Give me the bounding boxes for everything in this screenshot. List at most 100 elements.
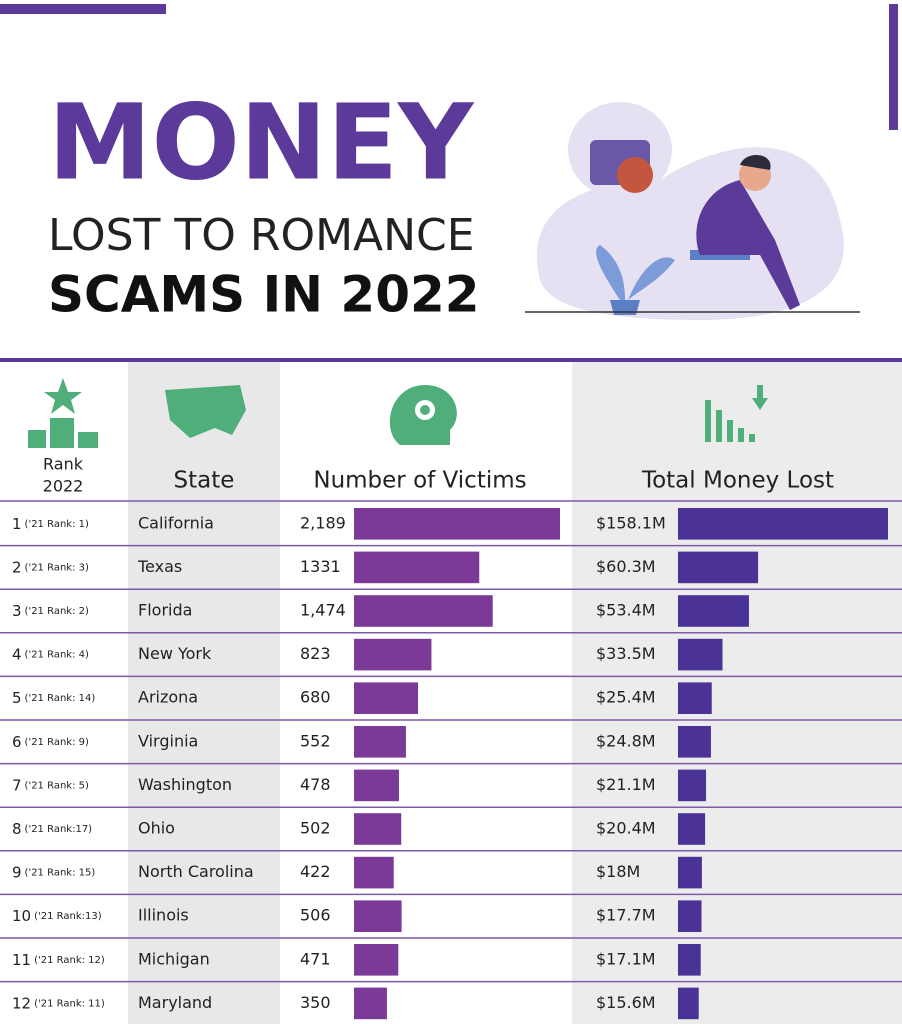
rank: 10 ('21 Rank:13) [12, 907, 102, 925]
previous-rank: ('21 Rank: 2) [25, 606, 89, 617]
previous-rank: ('21 Rank: 1) [25, 519, 89, 530]
money-column-bg [572, 362, 902, 1024]
header-victims: Number of Victims [313, 468, 526, 494]
money-bar [678, 638, 723, 671]
money-bar [678, 508, 888, 540]
money-label: $158.1M [596, 513, 666, 532]
previous-rank: ('21 Rank: 3) [25, 562, 89, 573]
rank-number: 1 [12, 514, 22, 532]
victims-label: 422 [300, 862, 331, 881]
state: Maryland [138, 993, 212, 1012]
money-label: $17.1M [596, 949, 656, 968]
victims-bar [354, 508, 560, 540]
title-big: MONEY [48, 81, 475, 203]
previous-rank: ('21 Rank: 15) [25, 868, 96, 879]
victims-bar [354, 595, 493, 627]
victims-label: 471 [300, 949, 331, 968]
rank: 7 ('21 Rank: 5) [12, 776, 89, 794]
victims-label: 478 [300, 775, 331, 794]
rank-number: 2 [12, 558, 22, 576]
money-bar [678, 595, 749, 627]
victims-label: 1331 [300, 557, 341, 576]
money-label: $15.6M [596, 993, 656, 1012]
rank: 5 ('21 Rank: 14) [12, 689, 95, 707]
previous-rank: ('21 Rank: 11) [34, 998, 105, 1009]
victims-bar [354, 944, 399, 976]
header-icons [28, 378, 768, 448]
previous-rank: ('21 Rank: 4) [25, 650, 89, 661]
rank: 12 ('21 Rank: 11) [12, 994, 105, 1012]
victims-label: 502 [300, 819, 331, 838]
rank: 11 ('21 Rank: 12) [12, 950, 105, 968]
victims-label: 350 [300, 993, 331, 1012]
header-money: Total Money Lost [641, 468, 834, 494]
state-column-bg [128, 362, 280, 1024]
money-bar [678, 900, 702, 932]
title-line2: SCAMS IN 2022 [48, 266, 480, 324]
rank: 2 ('21 Rank: 3) [12, 558, 89, 576]
state: Arizona [138, 688, 198, 707]
money-label: $17.7M [596, 906, 656, 925]
header-rule [0, 358, 902, 362]
state: Ohio [138, 819, 175, 838]
money-label: $60.3M [596, 557, 656, 576]
money-bar [678, 682, 712, 714]
victims-bar [354, 856, 394, 889]
top-bar [0, 4, 166, 14]
rank-number: 8 [12, 820, 22, 838]
rank-number: 10 [12, 907, 31, 925]
victims-bar [354, 551, 480, 584]
victims-bar [354, 987, 387, 1020]
money-label: $20.4M [596, 819, 656, 838]
previous-rank: ('21 Rank: 14) [25, 693, 96, 704]
state: New York [138, 644, 212, 663]
money-bar [678, 944, 701, 976]
victims-label: 506 [300, 906, 331, 925]
money-label: $24.8M [596, 731, 656, 750]
state: North Carolina [138, 862, 254, 881]
rank-number: 5 [12, 689, 22, 707]
money-bar [678, 551, 759, 584]
previous-rank: ('21 Rank:17) [25, 824, 93, 835]
money-label: $53.4M [596, 601, 656, 620]
previous-rank: ('21 Rank: 5) [25, 780, 89, 791]
money-label: $21.1M [596, 775, 656, 794]
money-bar [678, 856, 702, 889]
title-line1: LOST TO ROMANCE [48, 210, 475, 261]
victims-label: 2,189 [300, 513, 346, 532]
money-label: $25.4M [596, 688, 656, 707]
previous-rank: ('21 Rank: 9) [25, 737, 89, 748]
state: Illinois [138, 906, 189, 925]
table-rows: 1 ('21 Rank: 1) California 2,189 $158.1M2 ('2… [0, 500, 902, 1020]
rank: 8 ('21 Rank:17) [12, 820, 92, 838]
victims-bar [354, 813, 402, 845]
header-rank-year: 2022 [43, 477, 84, 496]
rank: 9 ('21 Rank: 15) [12, 863, 95, 881]
money-label: $18M [596, 862, 640, 881]
rank: 6 ('21 Rank: 9) [12, 732, 89, 750]
rank: 1 ('21 Rank: 1) [12, 514, 89, 532]
illustration [525, 102, 860, 320]
state: California [138, 513, 214, 532]
header-rank: Rank [43, 455, 84, 474]
rank-number: 4 [12, 645, 22, 663]
rank-number: 3 [12, 602, 22, 620]
rank-number: 12 [12, 994, 31, 1012]
previous-rank: ('21 Rank:13) [34, 911, 102, 922]
money-label: $33.5M [596, 644, 656, 663]
victims-bar [354, 900, 402, 932]
rank-number: 6 [12, 732, 22, 750]
money-bar [678, 813, 706, 845]
money-bar [678, 726, 711, 758]
state: Washington [138, 775, 232, 794]
victims-bar [354, 638, 432, 671]
state: Michigan [138, 949, 210, 968]
rank: 4 ('21 Rank: 4) [12, 645, 89, 663]
rank-number: 9 [12, 863, 22, 881]
header-state: State [174, 468, 235, 494]
state: Florida [138, 601, 192, 620]
rank-number: 11 [12, 950, 31, 968]
victims-bar [354, 682, 418, 714]
rank: 3 ('21 Rank: 2) [12, 602, 89, 620]
